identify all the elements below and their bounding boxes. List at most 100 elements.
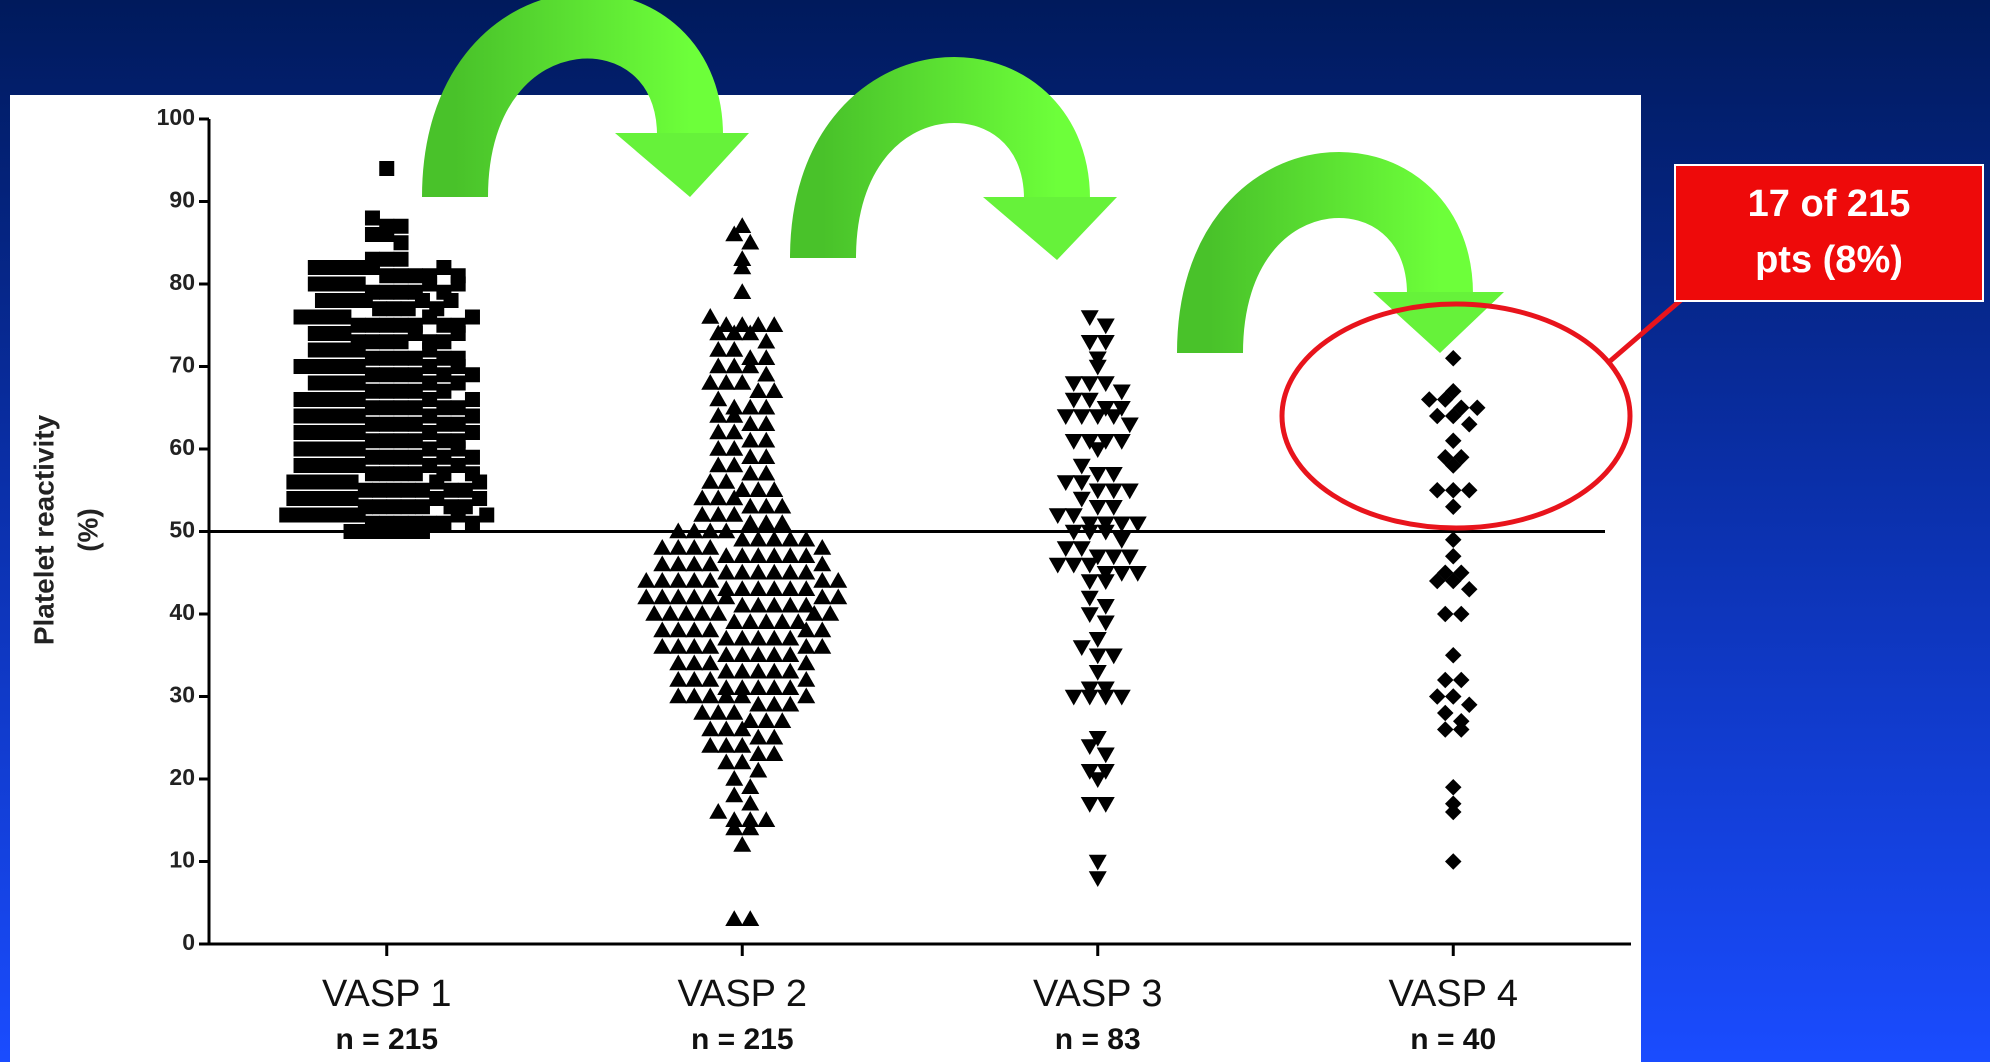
data-point: [436, 417, 451, 432]
data-point: [336, 409, 351, 424]
data-point: [322, 343, 337, 358]
data-point: [308, 326, 323, 341]
data-point: [479, 508, 494, 523]
data-point: [315, 491, 330, 506]
data-point: [422, 334, 437, 349]
data-point: [408, 466, 423, 481]
data-point: [322, 392, 337, 407]
data-point: [379, 161, 394, 176]
data-point: [286, 475, 301, 490]
data-point: [429, 491, 444, 506]
data-point: [386, 301, 401, 316]
data-point: [308, 277, 323, 292]
data-point: [294, 458, 309, 473]
data-point: [351, 425, 366, 440]
data-point: [344, 475, 359, 490]
data-point: [372, 301, 387, 316]
data-point: [322, 409, 337, 424]
data-point: [436, 433, 451, 448]
data-point: [351, 359, 366, 374]
data-point: [408, 417, 423, 432]
data-point: [294, 425, 309, 440]
data-point: [301, 491, 316, 506]
data-point: [401, 524, 416, 539]
data-point: [408, 268, 423, 283]
data-point: [422, 442, 437, 457]
data-point: [336, 359, 351, 374]
data-point: [436, 466, 451, 481]
data-point: [451, 417, 466, 432]
data-point: [294, 359, 309, 374]
data-point: [372, 524, 387, 539]
data-point: [465, 367, 480, 382]
data-point: [422, 425, 437, 440]
data-point: [365, 417, 380, 432]
data-point: [358, 524, 373, 539]
data-point: [408, 326, 423, 341]
data-point: [351, 260, 366, 275]
data-point: [322, 508, 337, 523]
data-point: [444, 293, 459, 308]
x-tick-label: VASP 4: [1388, 973, 1518, 1015]
data-point: [436, 367, 451, 382]
y-axis-label: (%): [72, 508, 103, 552]
data-point: [351, 343, 366, 358]
data-point: [422, 392, 437, 407]
slide: 0102030405060708090100VASP 1n = 215VASP …: [0, 0, 1990, 1062]
data-point: [336, 392, 351, 407]
y-tick-label: 10: [169, 847, 195, 873]
data-point: [422, 359, 437, 374]
data-point: [379, 285, 394, 300]
data-point: [394, 318, 409, 333]
data-point: [394, 219, 409, 234]
data-point: [408, 351, 423, 366]
data-point: [422, 409, 437, 424]
data-point: [436, 516, 451, 531]
data-point: [322, 326, 337, 341]
data-point: [336, 458, 351, 473]
x-tick-label: VASP 2: [677, 973, 807, 1015]
group-note: n = 83: [1055, 1023, 1141, 1056]
data-point: [358, 483, 373, 498]
x-tick-label: VASP 3: [1033, 973, 1163, 1015]
data-point: [386, 483, 401, 498]
data-point: [294, 409, 309, 424]
data-point: [365, 318, 380, 333]
data-point: [465, 425, 480, 440]
data-point: [336, 326, 351, 341]
y-tick-label: 30: [169, 682, 195, 708]
data-point: [308, 508, 323, 523]
data-point: [322, 425, 337, 440]
data-point: [408, 433, 423, 448]
group-note: n = 215: [335, 1023, 438, 1056]
data-point: [394, 367, 409, 382]
data-point: [322, 442, 337, 457]
data-point: [365, 211, 380, 226]
data-point: [308, 442, 323, 457]
data-point: [308, 359, 323, 374]
data-point: [294, 442, 309, 457]
data-point: [394, 252, 409, 267]
data-point: [394, 334, 409, 349]
data-point: [465, 516, 480, 531]
data-point: [422, 277, 437, 292]
data-point: [444, 483, 459, 498]
data-point: [336, 277, 351, 292]
y-tick-label: 40: [169, 599, 195, 625]
data-point: [358, 293, 373, 308]
data-point: [308, 425, 323, 440]
data-point: [365, 466, 380, 481]
group-note: n = 215: [691, 1023, 794, 1056]
data-point: [379, 318, 394, 333]
data-point: [408, 367, 423, 382]
data-point: [372, 483, 387, 498]
data-point: [394, 466, 409, 481]
data-point: [308, 409, 323, 424]
data-point: [315, 293, 330, 308]
y-tick-label: 60: [169, 434, 195, 460]
data-point: [322, 277, 337, 292]
data-point: [294, 310, 309, 325]
data-point: [286, 491, 301, 506]
data-point: [379, 367, 394, 382]
data-point: [465, 450, 480, 465]
